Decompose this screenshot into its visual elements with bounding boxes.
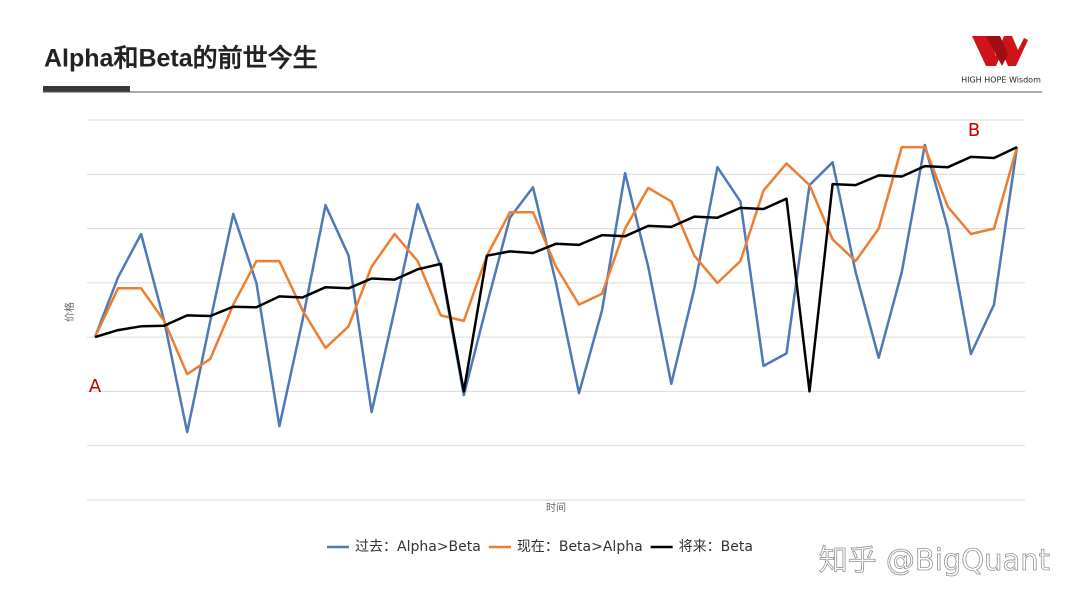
x-axis-label: 时间 <box>546 501 566 514</box>
series-line <box>93 145 1019 376</box>
legend-label: 过去：Alpha>Beta <box>355 539 481 555</box>
y-axis-label: 价格 <box>63 302 76 322</box>
annotation: B <box>968 120 980 141</box>
watermark: 知乎 @BigQuant <box>819 543 1050 577</box>
annotation: A <box>89 376 102 397</box>
series-line <box>93 143 1019 434</box>
legend-label: 现在：Beta>Alpha <box>517 539 643 555</box>
slide-title: Alpha和Beta的前世今生 <box>44 44 318 73</box>
series-line <box>94 145 1018 393</box>
logo <box>972 36 1028 66</box>
title-bar <box>43 86 130 92</box>
legend-label: 将来：Beta <box>679 539 753 555</box>
logo-text: HIGH HOPE Wisdom <box>961 76 1041 85</box>
